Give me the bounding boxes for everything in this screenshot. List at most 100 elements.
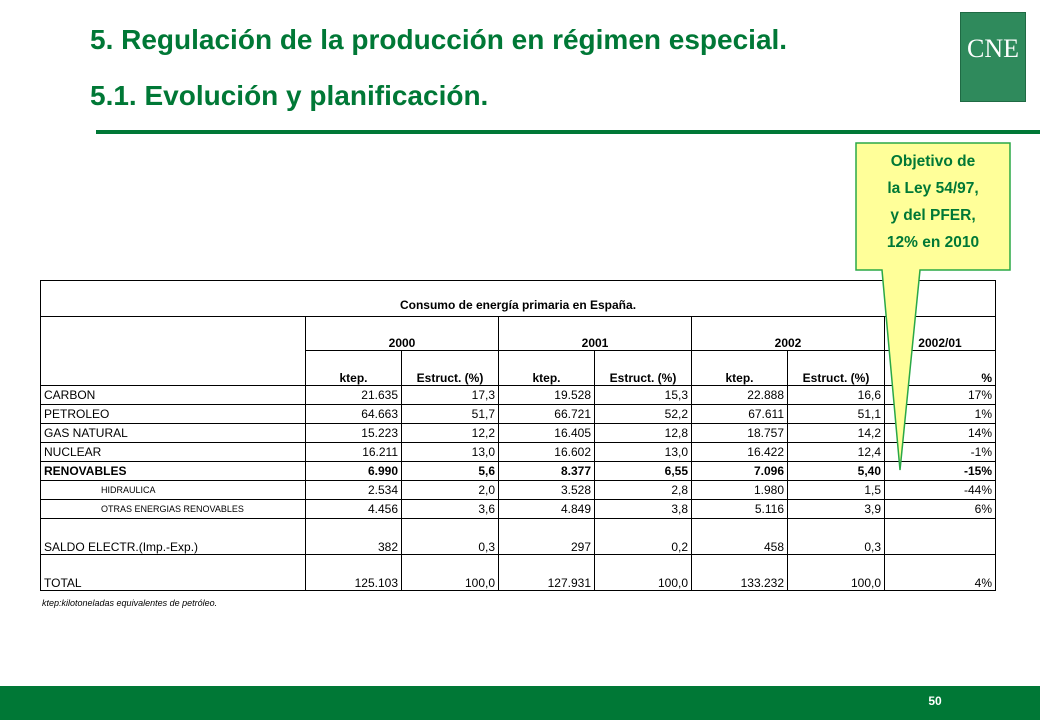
- table-cell: 19.528: [498, 385, 595, 405]
- table-cell: 16,6: [787, 385, 885, 405]
- table-cell: 51,1: [787, 404, 885, 424]
- table-cell: 0,3: [401, 518, 499, 555]
- table-footnote: ktep:kilotoneladas equivalentes de petró…: [42, 598, 218, 608]
- column-subheader: %: [884, 350, 996, 386]
- table-cell: 100,0: [594, 554, 692, 591]
- table-cell: 22.888: [691, 385, 788, 405]
- table-row: SALDO ELECTR.(Imp.-Exp.) 382 0,3 297 0,2…: [40, 518, 996, 555]
- table-cell: 4.456: [305, 499, 402, 519]
- page-number: 50: [928, 694, 942, 708]
- column-subheader: Estruct. (%): [594, 350, 692, 386]
- table-cell: 12,2: [401, 423, 499, 443]
- footer-bar: 50: [0, 686, 1040, 720]
- column-subheader: ktep.: [305, 350, 402, 386]
- table-row: RENOVABLES 6.990 5,6 8.377 6,55 7.096 5,…: [40, 461, 996, 481]
- callout-line: y del PFER,: [890, 207, 976, 224]
- table-cell: 458: [691, 518, 788, 555]
- table-cell: 12,4: [787, 442, 885, 462]
- table-cell: 1.980: [691, 480, 788, 500]
- column-subheader: Estruct. (%): [401, 350, 499, 386]
- table-cell: 15.223: [305, 423, 402, 443]
- callout-line: Objetivo de: [890, 153, 976, 170]
- column-subheader: ktep.: [498, 350, 595, 386]
- table-cell: 13,0: [594, 442, 692, 462]
- table-row: TOTAL 125.103 100,0 127.931 100,0 133.23…: [40, 554, 996, 591]
- callout-line: la Ley 54/97,: [887, 180, 979, 197]
- table-cell: [884, 518, 996, 555]
- cne-logo: CNE: [960, 12, 1026, 102]
- title-divider: [96, 130, 1040, 134]
- year-2000-header: 2000: [305, 316, 499, 351]
- table-cell: 3,8: [594, 499, 692, 519]
- table-cell: 127.931: [498, 554, 595, 591]
- table-cell: 2,8: [594, 480, 692, 500]
- row-label: OTRAS ENERGIAS RENOVABLES: [40, 499, 306, 519]
- table-cell: 4%: [884, 554, 996, 591]
- table-cell: 297: [498, 518, 595, 555]
- table-cell: 3,6: [401, 499, 499, 519]
- table-cell: 125.103: [305, 554, 402, 591]
- column-subheader: Estruct. (%): [787, 350, 885, 386]
- table-cell: 100,0: [787, 554, 885, 591]
- energy-consumption-table: Consumo de energía primaria en España. 2…: [40, 280, 996, 591]
- callout-line: 12% en 2010: [886, 234, 980, 251]
- header-blank-cell: [40, 316, 306, 386]
- table-cell: 16.405: [498, 423, 595, 443]
- table-cell: 0,2: [594, 518, 692, 555]
- column-subheader: ktep.: [691, 350, 788, 386]
- table-cell: 382: [305, 518, 402, 555]
- table-cell: -15%: [884, 461, 996, 481]
- table-cell: 15,3: [594, 385, 692, 405]
- table-cell: 14%: [884, 423, 996, 443]
- table-cell: 0,3: [787, 518, 885, 555]
- year-2001-header: 2001: [498, 316, 692, 351]
- table-cell: 1%: [884, 404, 996, 424]
- table-cell: 17,3: [401, 385, 499, 405]
- table-cell: 64.663: [305, 404, 402, 424]
- table-cell: 133.232: [691, 554, 788, 591]
- table-cell: 66.721: [498, 404, 595, 424]
- row-label: RENOVABLES: [40, 461, 306, 481]
- table-cell: 6%: [884, 499, 996, 519]
- table-cell: 6,55: [594, 461, 692, 481]
- table-row: NUCLEAR 16.211 13,0 16.602 13,0 16.422 1…: [40, 442, 996, 462]
- table-cell: 3.528: [498, 480, 595, 500]
- table-row: PETROLEO 64.663 51,7 66.721 52,2 67.611 …: [40, 404, 996, 424]
- table-caption: Consumo de energía primaria en España.: [40, 280, 996, 317]
- table-cell: -44%: [884, 480, 996, 500]
- row-label: HIDRAULICA: [40, 480, 306, 500]
- table-cell: 7.096: [691, 461, 788, 481]
- table-cell: 12,8: [594, 423, 692, 443]
- table-cell: 100,0: [401, 554, 499, 591]
- year-2002-header: 2002: [691, 316, 885, 351]
- page-title: 5. Regulación de la producción en régime…: [90, 24, 788, 55]
- table-cell: 5,40: [787, 461, 885, 481]
- row-label: TOTAL: [40, 554, 306, 591]
- table-cell: 3,9: [787, 499, 885, 519]
- row-label: GAS NATURAL: [40, 423, 306, 443]
- table-cell: 6.990: [305, 461, 402, 481]
- row-label: NUCLEAR: [40, 442, 306, 462]
- table-cell: 1,5: [787, 480, 885, 500]
- year-2002-01-header: 2002/01: [884, 316, 996, 351]
- table-cell: 4.849: [498, 499, 595, 519]
- table-cell: -1%: [884, 442, 996, 462]
- table-cell: 2,0: [401, 480, 499, 500]
- table-cell: 17%: [884, 385, 996, 405]
- table-cell: 51,7: [401, 404, 499, 424]
- table-cell: 67.611: [691, 404, 788, 424]
- table-cell: 2.534: [305, 480, 402, 500]
- table-cell: 18.757: [691, 423, 788, 443]
- table-row: GAS NATURAL 15.223 12,2 16.405 12,8 18.7…: [40, 423, 996, 443]
- callout-text: Objetivo de la Ley 54/97, y del PFER, 12…: [858, 148, 1008, 256]
- row-label: PETROLEO: [40, 404, 306, 424]
- table-cell: 13,0: [401, 442, 499, 462]
- table-cell: 16.211: [305, 442, 402, 462]
- table-row: HIDRAULICA 2.534 2,0 3.528 2,8 1.980 1,5…: [40, 480, 996, 500]
- table-cell: 16.422: [691, 442, 788, 462]
- table-row: CARBON 21.635 17,3 19.528 15,3 22.888 16…: [40, 385, 996, 405]
- row-label: SALDO ELECTR.(Imp.-Exp.): [40, 518, 306, 555]
- table-row: OTRAS ENERGIAS RENOVABLES 4.456 3,6 4.84…: [40, 499, 996, 519]
- table-cell: 5.116: [691, 499, 788, 519]
- table-cell: 16.602: [498, 442, 595, 462]
